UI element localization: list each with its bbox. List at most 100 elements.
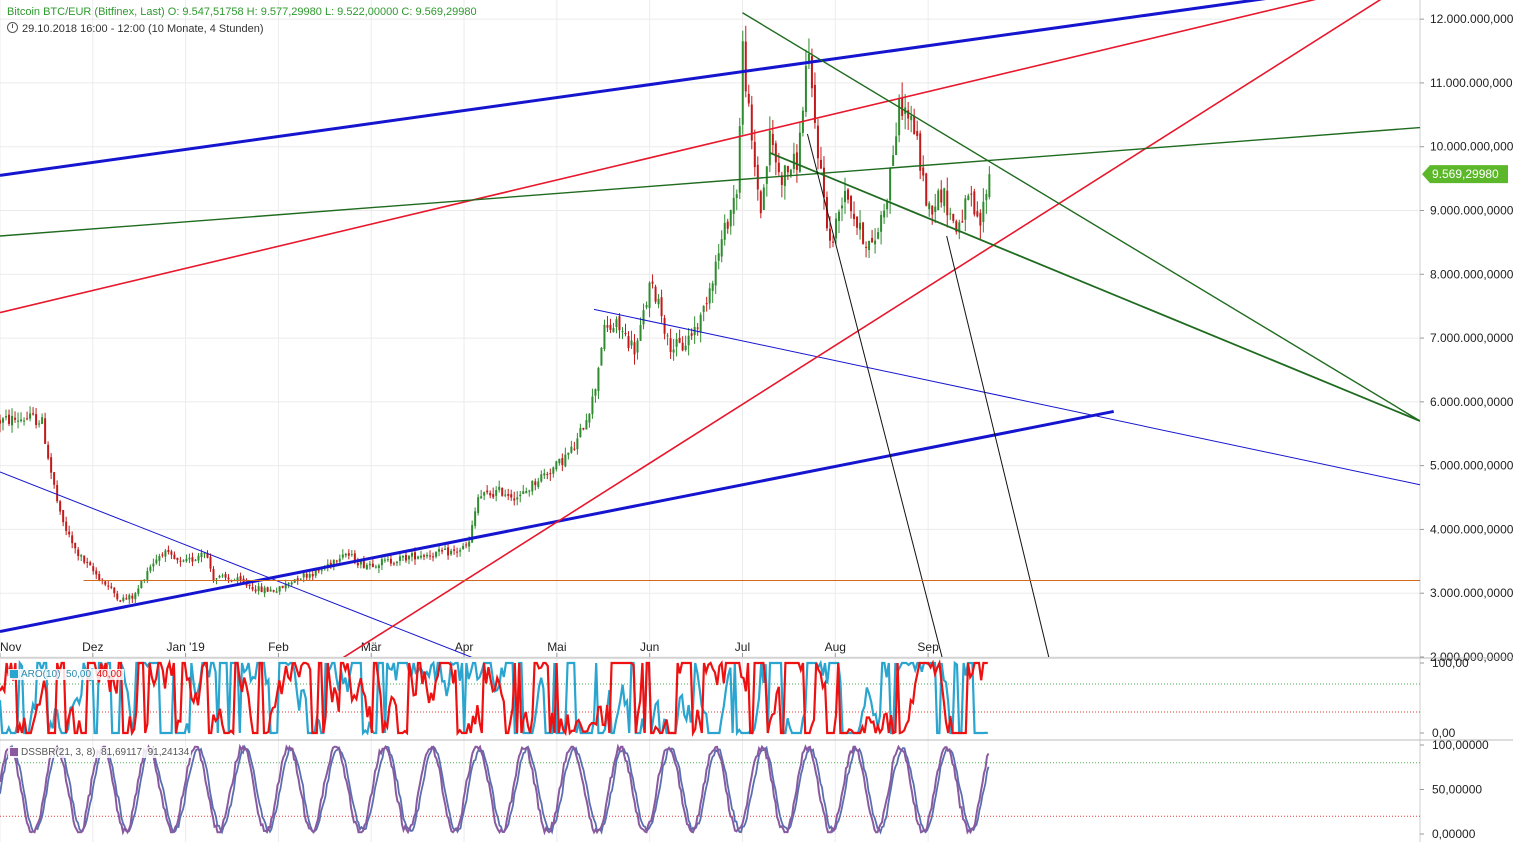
candle-body bbox=[413, 552, 416, 560]
candle-body bbox=[269, 589, 272, 592]
candle-body bbox=[847, 189, 850, 200]
candle-body bbox=[23, 420, 26, 422]
candle-body bbox=[780, 175, 783, 186]
candle-body bbox=[759, 191, 762, 214]
candle-body bbox=[218, 575, 221, 578]
candle-body bbox=[762, 187, 765, 211]
candle-body bbox=[456, 551, 459, 553]
candle-body bbox=[907, 110, 910, 119]
candle-body bbox=[588, 413, 591, 423]
candle-body bbox=[675, 339, 678, 347]
candle-body bbox=[287, 583, 290, 585]
x-tick-label: Mär bbox=[361, 640, 382, 654]
candle-body bbox=[877, 232, 880, 239]
candle-body bbox=[450, 550, 453, 555]
candle-body bbox=[453, 549, 456, 551]
candle-body bbox=[828, 228, 831, 241]
candle-body bbox=[110, 586, 113, 588]
candle-body bbox=[53, 472, 56, 485]
aro-legend[interactable]: ARO(10) 50,00 40,00 bbox=[8, 669, 124, 680]
candle-body bbox=[407, 556, 410, 560]
candle-body bbox=[561, 458, 564, 466]
candle-body bbox=[952, 213, 955, 221]
candle-body bbox=[83, 555, 86, 563]
candle-body bbox=[642, 310, 645, 325]
y-tick-label: 7.000.000,00000 bbox=[1430, 331, 1513, 345]
candle-body bbox=[41, 417, 44, 424]
candle-body bbox=[44, 418, 47, 444]
candle-body bbox=[341, 554, 344, 558]
candle-body bbox=[257, 586, 260, 592]
candle-body bbox=[934, 206, 937, 213]
trendline-green bbox=[769, 152, 1420, 422]
candle-body bbox=[543, 473, 546, 476]
y-tick-label: 2.000.000,00000 bbox=[1430, 650, 1513, 664]
candle-body bbox=[841, 205, 844, 209]
candle-body bbox=[943, 188, 946, 206]
candle-body bbox=[47, 444, 50, 459]
candle-body bbox=[167, 549, 170, 552]
aro-tick-label: 0,00 bbox=[1432, 726, 1456, 740]
dss-legend[interactable]: DSSBR(21, 3, 8) 81,69117 91,24134 bbox=[8, 747, 192, 758]
candle-body bbox=[266, 587, 269, 592]
candle-body bbox=[170, 551, 173, 555]
candle-body bbox=[973, 191, 976, 215]
x-tick-label: Jul bbox=[735, 640, 750, 654]
candle-body bbox=[621, 331, 624, 333]
candle-body bbox=[988, 174, 991, 198]
candle-body bbox=[281, 585, 284, 588]
candle-body bbox=[798, 132, 801, 172]
candle-body bbox=[2, 418, 5, 423]
candle-body bbox=[853, 213, 856, 219]
candle-body bbox=[567, 452, 570, 455]
candle-body bbox=[272, 590, 275, 592]
candle-body bbox=[107, 585, 110, 587]
candle-body bbox=[459, 550, 462, 552]
y-tick-label: 8.000.000,00000 bbox=[1430, 267, 1513, 281]
candle-body bbox=[699, 314, 702, 332]
candle-body bbox=[125, 598, 128, 600]
candle-body bbox=[429, 555, 432, 557]
candle-body bbox=[59, 501, 62, 512]
candle-body bbox=[293, 579, 296, 583]
candle-body bbox=[161, 554, 164, 556]
candle-body bbox=[582, 427, 585, 430]
candle-body bbox=[401, 555, 404, 558]
candle-body bbox=[17, 420, 20, 422]
candle-body bbox=[955, 221, 958, 232]
candle-body bbox=[426, 554, 429, 557]
trendline-red bbox=[0, 0, 1317, 314]
candle-body bbox=[735, 194, 738, 198]
candle-body bbox=[895, 136, 898, 156]
candle-body bbox=[612, 328, 615, 333]
aro-down-line bbox=[0, 658, 988, 737]
candle-body bbox=[122, 597, 125, 601]
candle-body bbox=[777, 162, 780, 173]
candle-body bbox=[477, 497, 480, 513]
trendline-green bbox=[0, 126, 1420, 237]
candle-body bbox=[624, 333, 627, 335]
x-tick-label: Jun bbox=[640, 640, 659, 654]
candle-body bbox=[672, 349, 675, 353]
y-tick-label: 3.000.000,00000 bbox=[1430, 586, 1513, 600]
candle-body bbox=[684, 345, 687, 350]
candle-body bbox=[191, 557, 194, 562]
candle-body bbox=[164, 550, 167, 557]
chart-header-subtitle: 29.10.2018 16:00 - 12:00 (10 Monate, 4 S… bbox=[7, 22, 264, 35]
candle-body bbox=[35, 414, 38, 425]
candle-body bbox=[967, 195, 970, 200]
y-tick-label: 4.000.000,00000 bbox=[1430, 522, 1513, 536]
trendline-blue bbox=[0, 0, 1267, 177]
candle-body bbox=[711, 283, 714, 291]
trendline-black bbox=[806, 133, 943, 657]
candle-body bbox=[889, 168, 892, 201]
candle-body bbox=[594, 389, 597, 396]
candle-body bbox=[224, 574, 227, 578]
candle-body bbox=[377, 565, 380, 568]
candle-body bbox=[696, 327, 699, 329]
candle-body bbox=[317, 570, 320, 572]
candle-body bbox=[660, 297, 663, 317]
candle-body bbox=[386, 559, 389, 561]
candle-body bbox=[883, 210, 886, 218]
